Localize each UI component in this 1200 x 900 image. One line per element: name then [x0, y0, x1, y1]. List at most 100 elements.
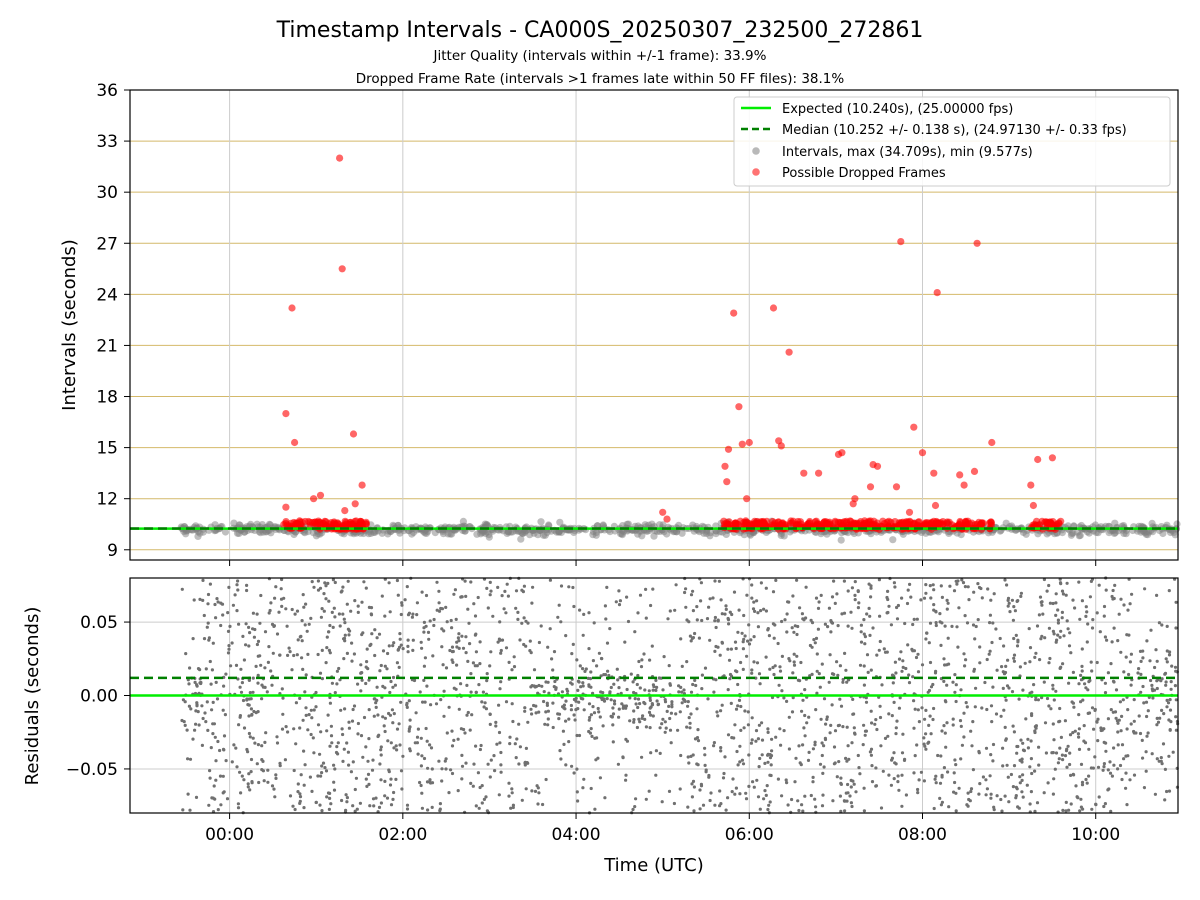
residual-point	[206, 728, 210, 733]
dropped-frame-point	[831, 517, 839, 525]
residual-point	[704, 768, 708, 772]
residual-point	[266, 780, 270, 784]
residual-point	[1064, 593, 1068, 597]
residual-point	[833, 729, 838, 733]
residual-point	[862, 786, 866, 790]
residual-point	[697, 636, 702, 640]
residual-point	[745, 654, 749, 658]
residual-point	[684, 587, 688, 591]
residual-point	[1043, 636, 1047, 640]
residual-point	[474, 650, 478, 654]
dropped-frame-point	[1048, 454, 1056, 462]
dropped-frame-point	[301, 517, 309, 526]
residual-point	[813, 743, 817, 747]
residual-point	[445, 620, 449, 624]
residual-point	[626, 619, 631, 624]
residual-point	[736, 704, 740, 708]
residual-point	[346, 627, 350, 631]
residual-point	[662, 655, 666, 659]
residual-point	[206, 621, 210, 625]
residual-point	[1060, 753, 1064, 757]
residual-point	[1169, 687, 1173, 691]
residual-point	[566, 689, 570, 693]
residual-point	[587, 683, 591, 687]
residual-point	[791, 696, 795, 700]
residual-point	[642, 700, 646, 705]
residual-point	[484, 795, 488, 799]
residual-point	[950, 624, 954, 629]
residual-point	[1051, 792, 1055, 796]
residual-point	[444, 605, 448, 610]
residual-point	[1047, 661, 1051, 665]
residual-point	[797, 808, 801, 813]
residual-point	[235, 583, 239, 587]
residual-point	[865, 653, 870, 657]
residual-point	[323, 581, 327, 585]
residual-point	[820, 804, 825, 808]
residual-point	[636, 673, 640, 678]
residual-point	[756, 795, 761, 799]
residual-point	[563, 707, 567, 711]
residual-point	[564, 719, 568, 723]
residual-point	[634, 702, 638, 706]
residual-point	[537, 640, 542, 645]
residual-point	[552, 685, 556, 689]
residual-point	[466, 607, 470, 611]
residual-point	[202, 613, 206, 618]
residual-point	[290, 668, 294, 672]
residual-point	[776, 777, 781, 781]
residual-point	[1000, 665, 1004, 669]
residual-point	[965, 803, 969, 807]
interval-point	[957, 531, 965, 539]
residual-point	[1059, 735, 1063, 740]
residual-point	[304, 713, 308, 718]
residual-point	[1033, 730, 1037, 735]
residual-point	[1108, 771, 1113, 775]
residual-point	[450, 658, 454, 662]
residual-point	[251, 676, 255, 680]
residual-point	[295, 609, 300, 613]
residual-point	[545, 703, 550, 708]
residual-point	[782, 696, 786, 700]
residual-point	[1061, 592, 1065, 596]
residual-point	[273, 596, 277, 600]
residual-point	[632, 718, 636, 722]
residual-point	[951, 723, 955, 727]
dropped-frame-point	[769, 517, 777, 526]
residual-point	[346, 579, 350, 583]
residual-point	[425, 739, 429, 743]
residual-point	[1168, 698, 1172, 702]
residual-point	[279, 587, 283, 591]
residual-point	[693, 678, 697, 683]
residual-point	[341, 759, 345, 764]
residual-point	[497, 637, 501, 641]
residual-point	[726, 688, 730, 692]
residuals-y-ticks: −0.050.000.05	[66, 613, 130, 780]
residual-point	[372, 714, 376, 718]
residual-point	[604, 617, 608, 621]
residual-point	[209, 682, 213, 686]
residual-point	[1096, 717, 1100, 721]
residual-point	[201, 598, 205, 603]
residual-point	[536, 691, 540, 695]
residual-point	[759, 609, 763, 613]
residual-point	[394, 744, 398, 748]
residual-point	[1120, 777, 1124, 782]
legend-box	[733, 96, 1171, 187]
interval-point	[702, 529, 711, 538]
residual-point	[230, 641, 234, 645]
residual-point	[567, 740, 571, 744]
residual-point	[1012, 659, 1017, 663]
residual-point	[648, 658, 652, 662]
residual-point	[728, 610, 732, 614]
residual-point	[732, 590, 737, 594]
residual-point	[379, 778, 383, 782]
residual-point	[605, 697, 609, 701]
residuals-panel: −0.050.000.05 00:00 02:00 04:00 06:00 08:00 1…	[22, 576, 1180, 876]
residual-point	[916, 652, 920, 656]
residual-point	[401, 647, 405, 651]
residual-point	[1023, 661, 1027, 665]
residual-point	[945, 683, 949, 687]
residual-point	[1076, 796, 1080, 800]
residual-point	[507, 781, 511, 785]
